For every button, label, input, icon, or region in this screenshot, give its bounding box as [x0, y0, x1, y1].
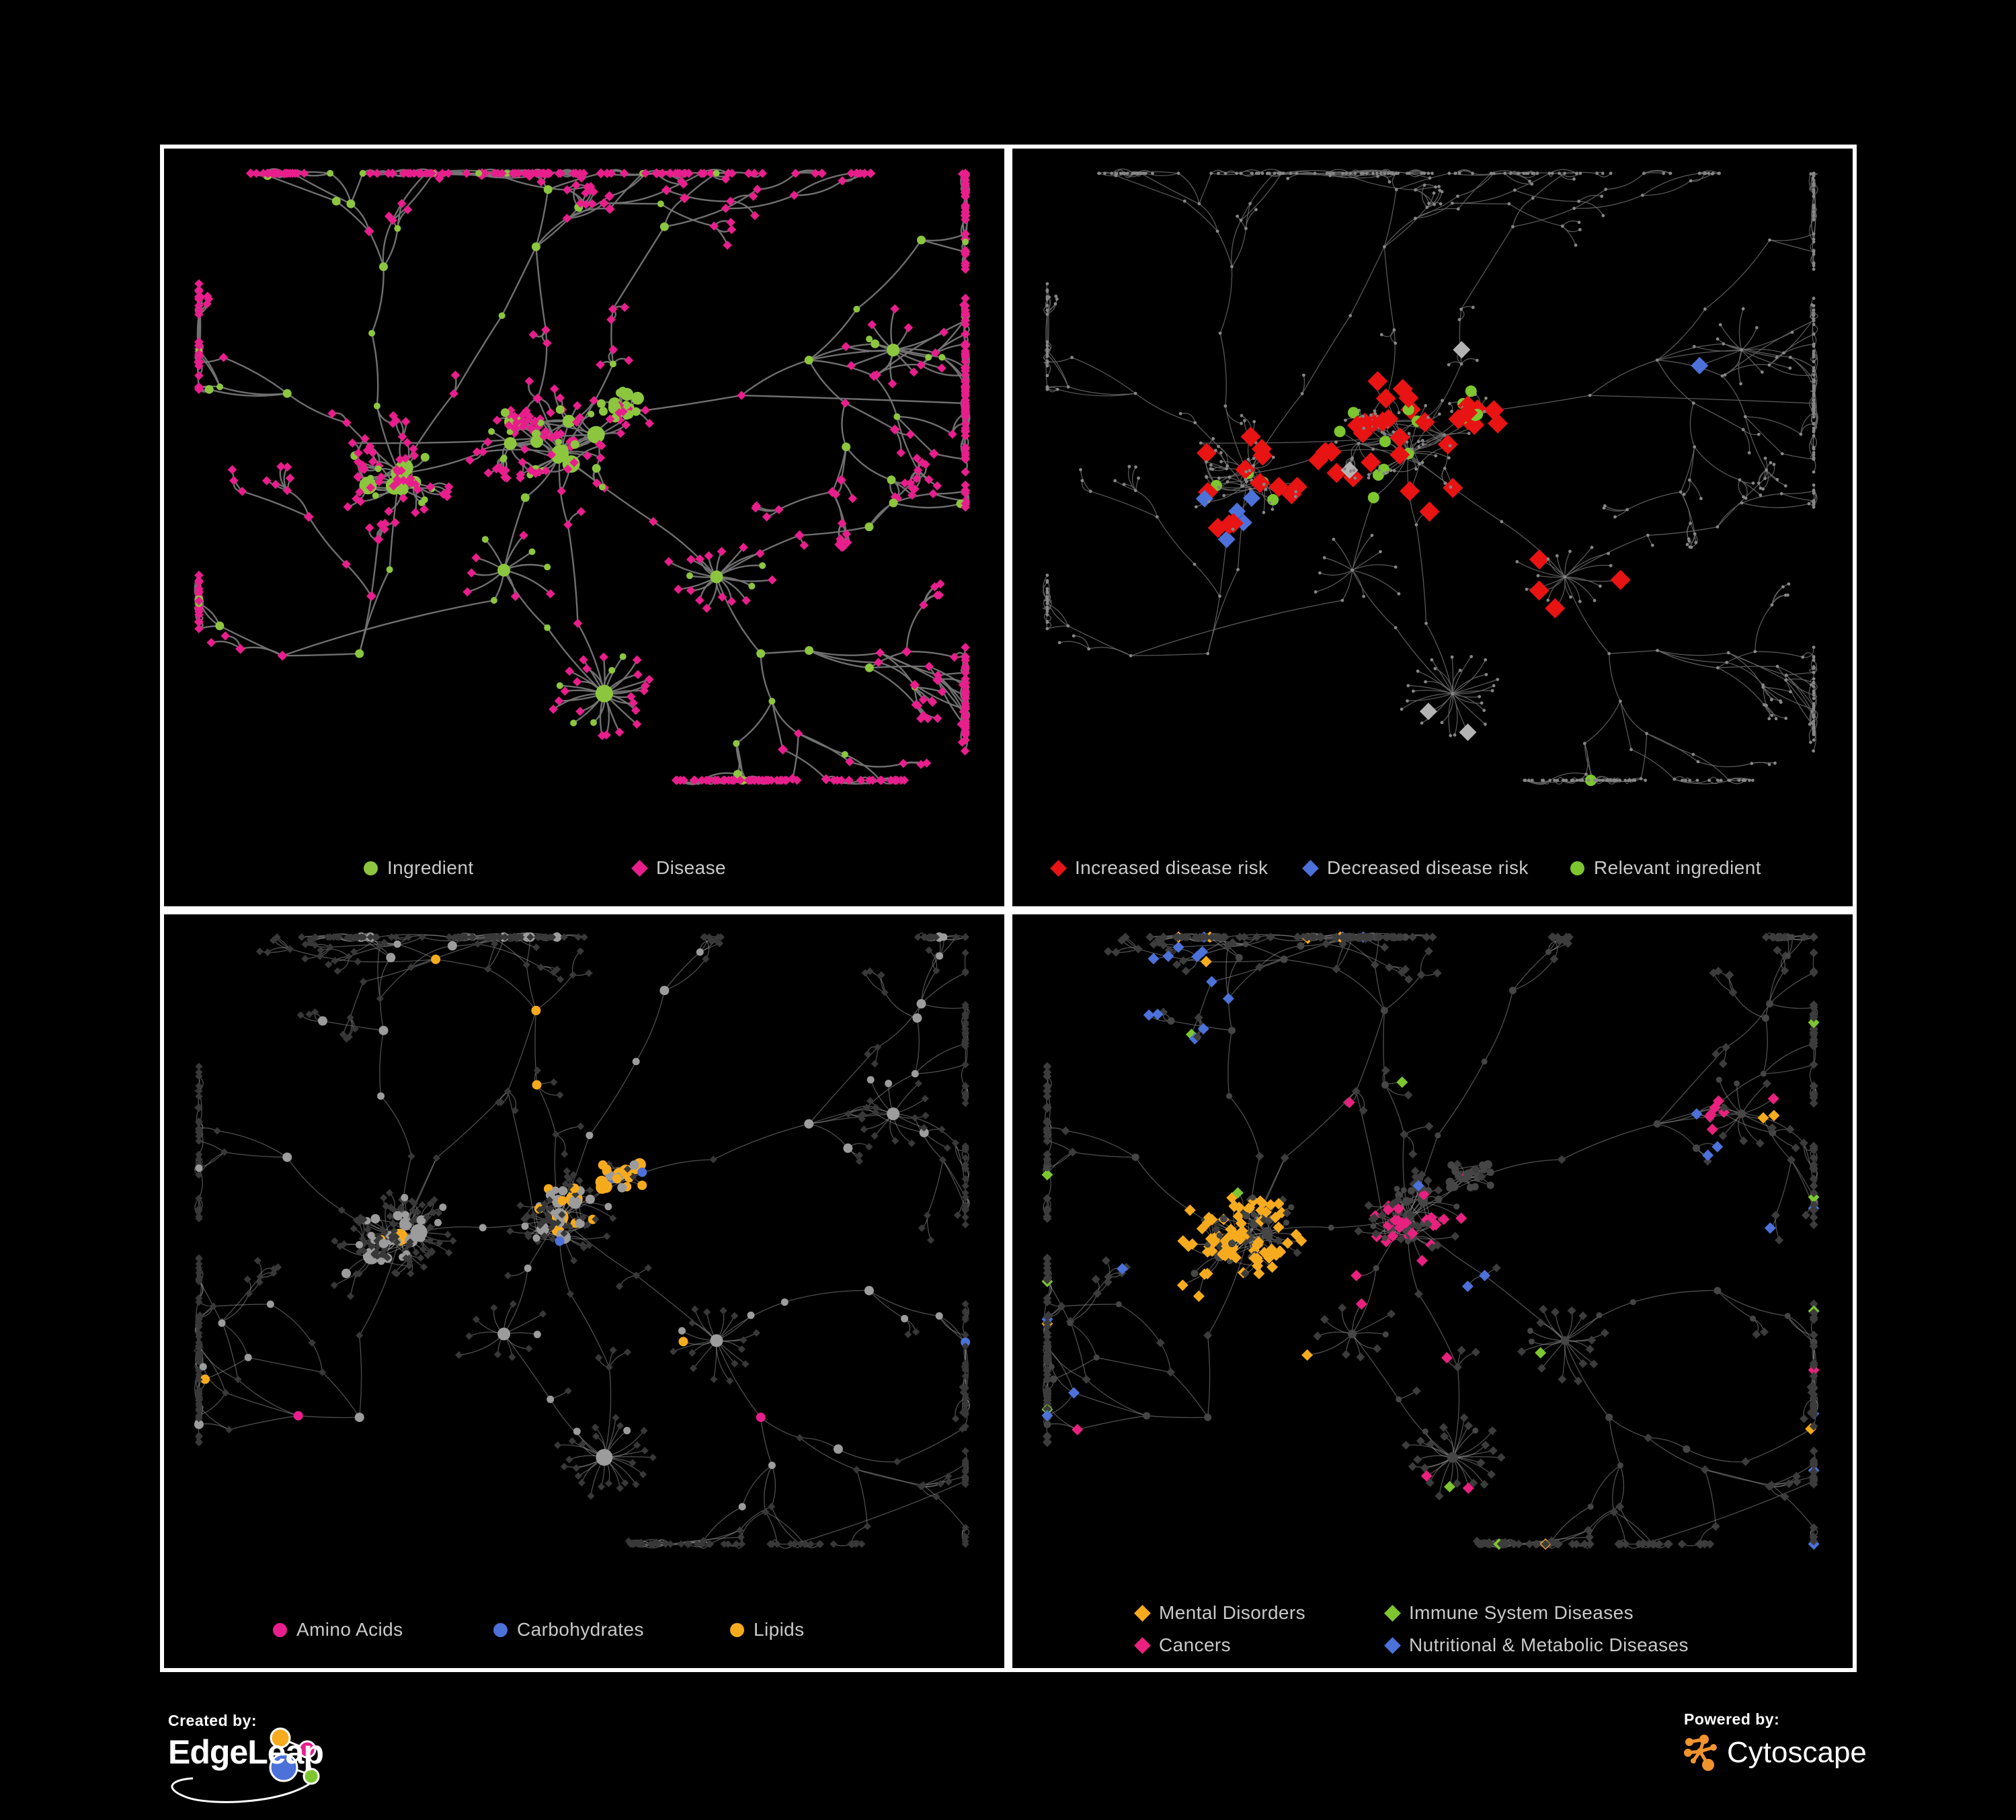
network-disease-categories [1041, 931, 1820, 1550]
powered-by-block: Powered by: Cytoscape [1684, 1710, 1867, 1773]
network-macronutrients [194, 932, 971, 1549]
network-disease-risk [1043, 168, 1819, 787]
panel-disease-categories: Mental Disorders Immune System Diseases … [1008, 910, 1857, 1672]
nodes-layer [194, 932, 971, 1548]
legend-label: Increased disease risk [1075, 857, 1268, 878]
immune-diseases-diamond-icon [1384, 1604, 1401, 1622]
network-ingredient-disease [194, 168, 971, 785]
legend-item-cancers: Cancers [1134, 1634, 1232, 1657]
edgeleap-network-icon [171, 1727, 320, 1803]
created-by-label: Created by: [168, 1712, 257, 1729]
created-by-block: Created by: EdgeLeap [168, 1712, 324, 1803]
edgeleap-wordmark: EdgeLeap [168, 1733, 324, 1771]
panel-ingredient-disease: Ingredient Disease [160, 145, 1008, 910]
legend-label: Lipids [754, 1619, 805, 1640]
disease-diamond-icon [631, 859, 648, 877]
legend-item-mental-disorders: Mental Disorders [1134, 1601, 1306, 1624]
legend-item-lipids: Lipids [730, 1618, 805, 1641]
legend-item-relevant-ingredient: Relevant ingredient [1570, 857, 1761, 879]
cancers-diamond-icon [1134, 1636, 1151, 1654]
ingredient-circle-icon [364, 861, 378, 875]
amino-acids-circle-icon [273, 1622, 287, 1637]
legend-item-decreased-risk: Decreased disease risk [1302, 857, 1529, 879]
legend-label: Ingredient [387, 857, 474, 878]
legend-item-immune-diseases: Immune System Diseases [1384, 1601, 1634, 1624]
legend-item-ingredient: Ingredient [364, 857, 474, 879]
legend-label: Nutritional & Metabolic Diseases [1409, 1634, 1689, 1655]
panel-disease-risk: Increased disease risk Decreased disease… [1008, 145, 1857, 910]
powered-by-label: Powered by: [1684, 1710, 1780, 1728]
relevant-ingredient-circle-icon [1570, 861, 1584, 875]
legend-label: Relevant ingredient [1594, 857, 1761, 878]
lipids-circle-icon [730, 1622, 744, 1637]
legend-label: Carbohydrates [517, 1619, 644, 1640]
mental-disorders-diamond-icon [1134, 1604, 1151, 1622]
legend-item-increased-risk: Increased disease risk [1050, 857, 1268, 879]
cytoscape-network-icon [1684, 1735, 1717, 1771]
edges-layer [1043, 168, 1819, 785]
nodes-layer [1045, 171, 1816, 787]
legend-item-amino-acids: Amino Acids [273, 1618, 403, 1641]
nodes-layer [1041, 931, 1820, 1550]
edges-layer [194, 932, 970, 1549]
cytoscape-wordmark: Cytoscape [1727, 1736, 1867, 1769]
edgeleap-logo: EdgeLeap [168, 1727, 324, 1803]
carbohydrates-circle-icon [493, 1622, 508, 1637]
legend-label: Decreased disease risk [1327, 857, 1529, 878]
legend-item-nutritional-metabolic: Nutritional & Metabolic Diseases [1384, 1634, 1689, 1657]
increased-risk-diamond-icon [1050, 859, 1067, 877]
edges-layer [194, 168, 971, 785]
legend-label: Disease [656, 857, 726, 878]
legend-label: Cancers [1159, 1634, 1232, 1655]
legend-item-disease: Disease [631, 857, 726, 879]
nutritional-metabolic-diamond-icon [1384, 1636, 1401, 1654]
legend-label: Immune System Diseases [1409, 1602, 1634, 1623]
legend-label: Amino Acids [296, 1619, 403, 1640]
legend-label: Mental Disorders [1159, 1602, 1306, 1623]
decreased-risk-diamond-icon [1302, 859, 1319, 877]
legend-item-carbohydrates: Carbohydrates [493, 1618, 644, 1641]
cytoscape-logo: Cytoscape [1684, 1733, 1867, 1773]
panel-macronutrients: Amino Acids Carbohydrates Lipids [160, 910, 1008, 1672]
nodes-layer [194, 168, 971, 785]
